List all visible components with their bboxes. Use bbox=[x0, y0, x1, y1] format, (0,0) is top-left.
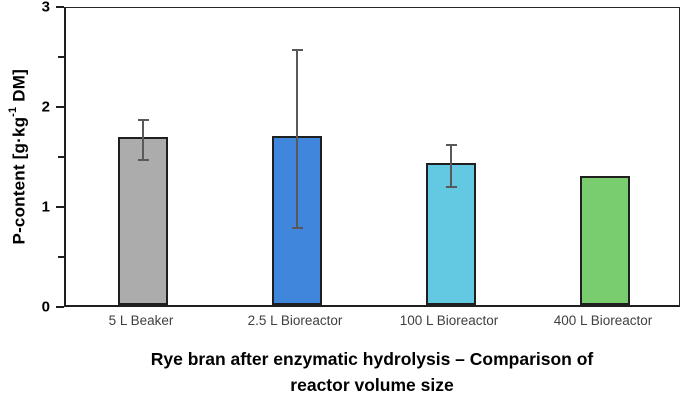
y-axis-minor-tick bbox=[58, 156, 64, 158]
y-axis-major-tick bbox=[56, 306, 64, 308]
error-bar-line bbox=[296, 50, 298, 228]
y-axis-title-text: P-content [g·kg bbox=[9, 117, 29, 245]
y-tick-label: 0 bbox=[41, 298, 50, 316]
y-axis-minor-tick bbox=[58, 56, 64, 58]
plot-area bbox=[64, 7, 680, 307]
x-category-label: 2.5 L Bioreactor bbox=[247, 313, 343, 328]
error-bar-cap-top bbox=[445, 144, 457, 146]
y-axis-title-superscript: -1 bbox=[6, 106, 19, 118]
y-axis-title-wrap: P-content [g·kg-1 DM] bbox=[0, 7, 36, 307]
y-axis-title: P-content [g·kg-1 DM] bbox=[7, 69, 30, 244]
x-axis-category-labels: 5 L Beaker 2.5 L Bioreactor 100 L Bioreact… bbox=[64, 313, 680, 335]
error-bar-cap-top bbox=[137, 119, 149, 121]
bar bbox=[580, 176, 630, 305]
error-bar-cap-bottom bbox=[445, 186, 457, 188]
chart-title-line1: Rye bran after enzymatic hydrolysis – Co… bbox=[150, 349, 594, 369]
chart-title-line2: reactor volume size bbox=[290, 375, 454, 395]
bar bbox=[118, 137, 168, 305]
error-bar-line bbox=[142, 120, 144, 160]
x-category-label: 5 L Beaker bbox=[108, 313, 174, 328]
error-bar-cap-bottom bbox=[137, 159, 149, 161]
error-bar-line bbox=[450, 145, 452, 187]
error-bar-cap-bottom bbox=[291, 227, 303, 229]
y-axis-minor-tick bbox=[58, 256, 64, 258]
y-tick-label: 3 bbox=[41, 0, 50, 16]
y-axis-major-tick bbox=[56, 106, 64, 108]
y-tick-label: 2 bbox=[41, 98, 50, 116]
error-bar-cap-top bbox=[291, 49, 303, 51]
x-category-label: 400 L Bioreactor bbox=[553, 313, 653, 328]
y-tick-label: 1 bbox=[41, 198, 50, 216]
chart-title: Rye bran after enzymatic hydrolysis – Co… bbox=[64, 346, 680, 398]
y-axis-major-tick bbox=[56, 6, 64, 8]
x-category-label: 100 L Bioreactor bbox=[399, 313, 499, 328]
y-axis-major-tick bbox=[56, 206, 64, 208]
